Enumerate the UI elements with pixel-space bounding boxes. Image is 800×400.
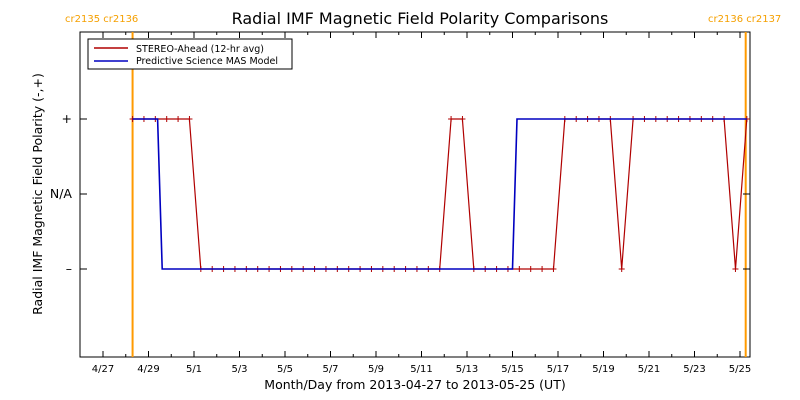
legend-label-stereo: STEREO-Ahead (12-hr avg)	[136, 44, 264, 55]
cr-label-left: cr2135 cr2136	[65, 14, 138, 25]
legend-label-mas: Predictive Science MAS Model	[136, 56, 278, 67]
x-tick-label: 4/29	[137, 364, 159, 375]
x-tick-label: 5/25	[729, 364, 751, 375]
series-layer	[129, 116, 750, 272]
carrington-lines	[131, 32, 747, 357]
legend: STEREO-Ahead (12-hr avg) Predictive Scie…	[87, 38, 293, 70]
y-tick-label: +	[62, 111, 72, 126]
data-point-stereo	[186, 116, 193, 122]
data-point-stereo	[175, 116, 182, 122]
data-point-stereo	[459, 116, 466, 122]
series-line-stereo	[132, 118, 748, 270]
x-tick-label: 5/13	[456, 364, 478, 375]
x-tick-label: 5/11	[410, 364, 432, 375]
y-tick-label: –	[66, 261, 72, 276]
data-point-stereo	[163, 116, 170, 122]
data-point-stereo	[618, 266, 625, 272]
data-point-stereo	[516, 266, 523, 272]
x-tick-label: 5/9	[368, 364, 384, 375]
data-point-stereo	[550, 266, 557, 272]
x-tick-label: 5/15	[501, 364, 523, 375]
data-point-stereo	[527, 266, 534, 272]
x-tick-label: 5/7	[322, 364, 338, 375]
data-point-stereo	[448, 116, 455, 122]
axes: 4/27 4/29 5/1 5/3 5/5 5/7 5/9 5/11 5/13 5/15 5/17 5…	[50, 32, 751, 375]
x-tick-label: 5/3	[231, 364, 247, 375]
x-axis-label: Month/Day from 2013-04-27 to 2013-05-25 …	[264, 377, 565, 392]
y-tick-label: N/A	[50, 186, 73, 201]
x-tick-label: 4/27	[92, 364, 114, 375]
y-axis-label: Radial IMF Magnetic Field Polarity (-,+)	[30, 73, 45, 315]
series-line-mas	[132, 118, 747, 270]
plot-frame	[79, 31, 751, 358]
data-point-stereo	[732, 266, 739, 272]
x-tick-label: 5/23	[683, 364, 705, 375]
chart-title: Radial IMF Magnetic Field Polarity Compa…	[232, 9, 609, 28]
x-tick-label: 5/1	[186, 364, 202, 375]
x-tick-label: 5/17	[547, 364, 569, 375]
cr-label-right: cr2136 cr2137	[708, 14, 781, 25]
legend-box	[87, 38, 293, 70]
x-tick-label: 5/21	[638, 364, 660, 375]
x-tick-label: 5/19	[592, 364, 614, 375]
data-point-stereo	[539, 266, 546, 272]
x-tick-label: 5/5	[277, 364, 293, 375]
